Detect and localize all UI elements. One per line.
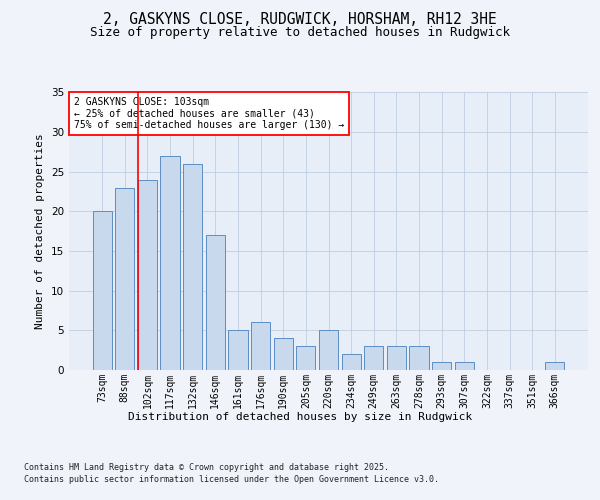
Bar: [341, 354, 361, 370]
Bar: [455, 362, 474, 370]
Bar: [432, 362, 451, 370]
Bar: [92, 212, 112, 370]
Bar: [160, 156, 180, 370]
Text: Contains public sector information licensed under the Open Government Licence v3: Contains public sector information licen…: [24, 475, 439, 484]
Text: Size of property relative to detached houses in Rudgwick: Size of property relative to detached ho…: [90, 26, 510, 39]
Bar: [115, 188, 134, 370]
Text: 2, GASKYNS CLOSE, RUDGWICK, HORSHAM, RH12 3HE: 2, GASKYNS CLOSE, RUDGWICK, HORSHAM, RH1…: [103, 12, 497, 28]
Bar: [183, 164, 202, 370]
Bar: [251, 322, 270, 370]
Bar: [387, 346, 406, 370]
Bar: [138, 180, 157, 370]
Text: Distribution of detached houses by size in Rudgwick: Distribution of detached houses by size …: [128, 412, 472, 422]
Bar: [409, 346, 428, 370]
Bar: [319, 330, 338, 370]
Bar: [545, 362, 565, 370]
Bar: [364, 346, 383, 370]
Bar: [206, 235, 225, 370]
Bar: [274, 338, 293, 370]
Text: Contains HM Land Registry data © Crown copyright and database right 2025.: Contains HM Land Registry data © Crown c…: [24, 462, 389, 471]
Bar: [229, 330, 248, 370]
Bar: [296, 346, 316, 370]
Text: 2 GASKYNS CLOSE: 103sqm
← 25% of detached houses are smaller (43)
75% of semi-de: 2 GASKYNS CLOSE: 103sqm ← 25% of detache…: [74, 96, 344, 130]
Y-axis label: Number of detached properties: Number of detached properties: [35, 134, 46, 329]
